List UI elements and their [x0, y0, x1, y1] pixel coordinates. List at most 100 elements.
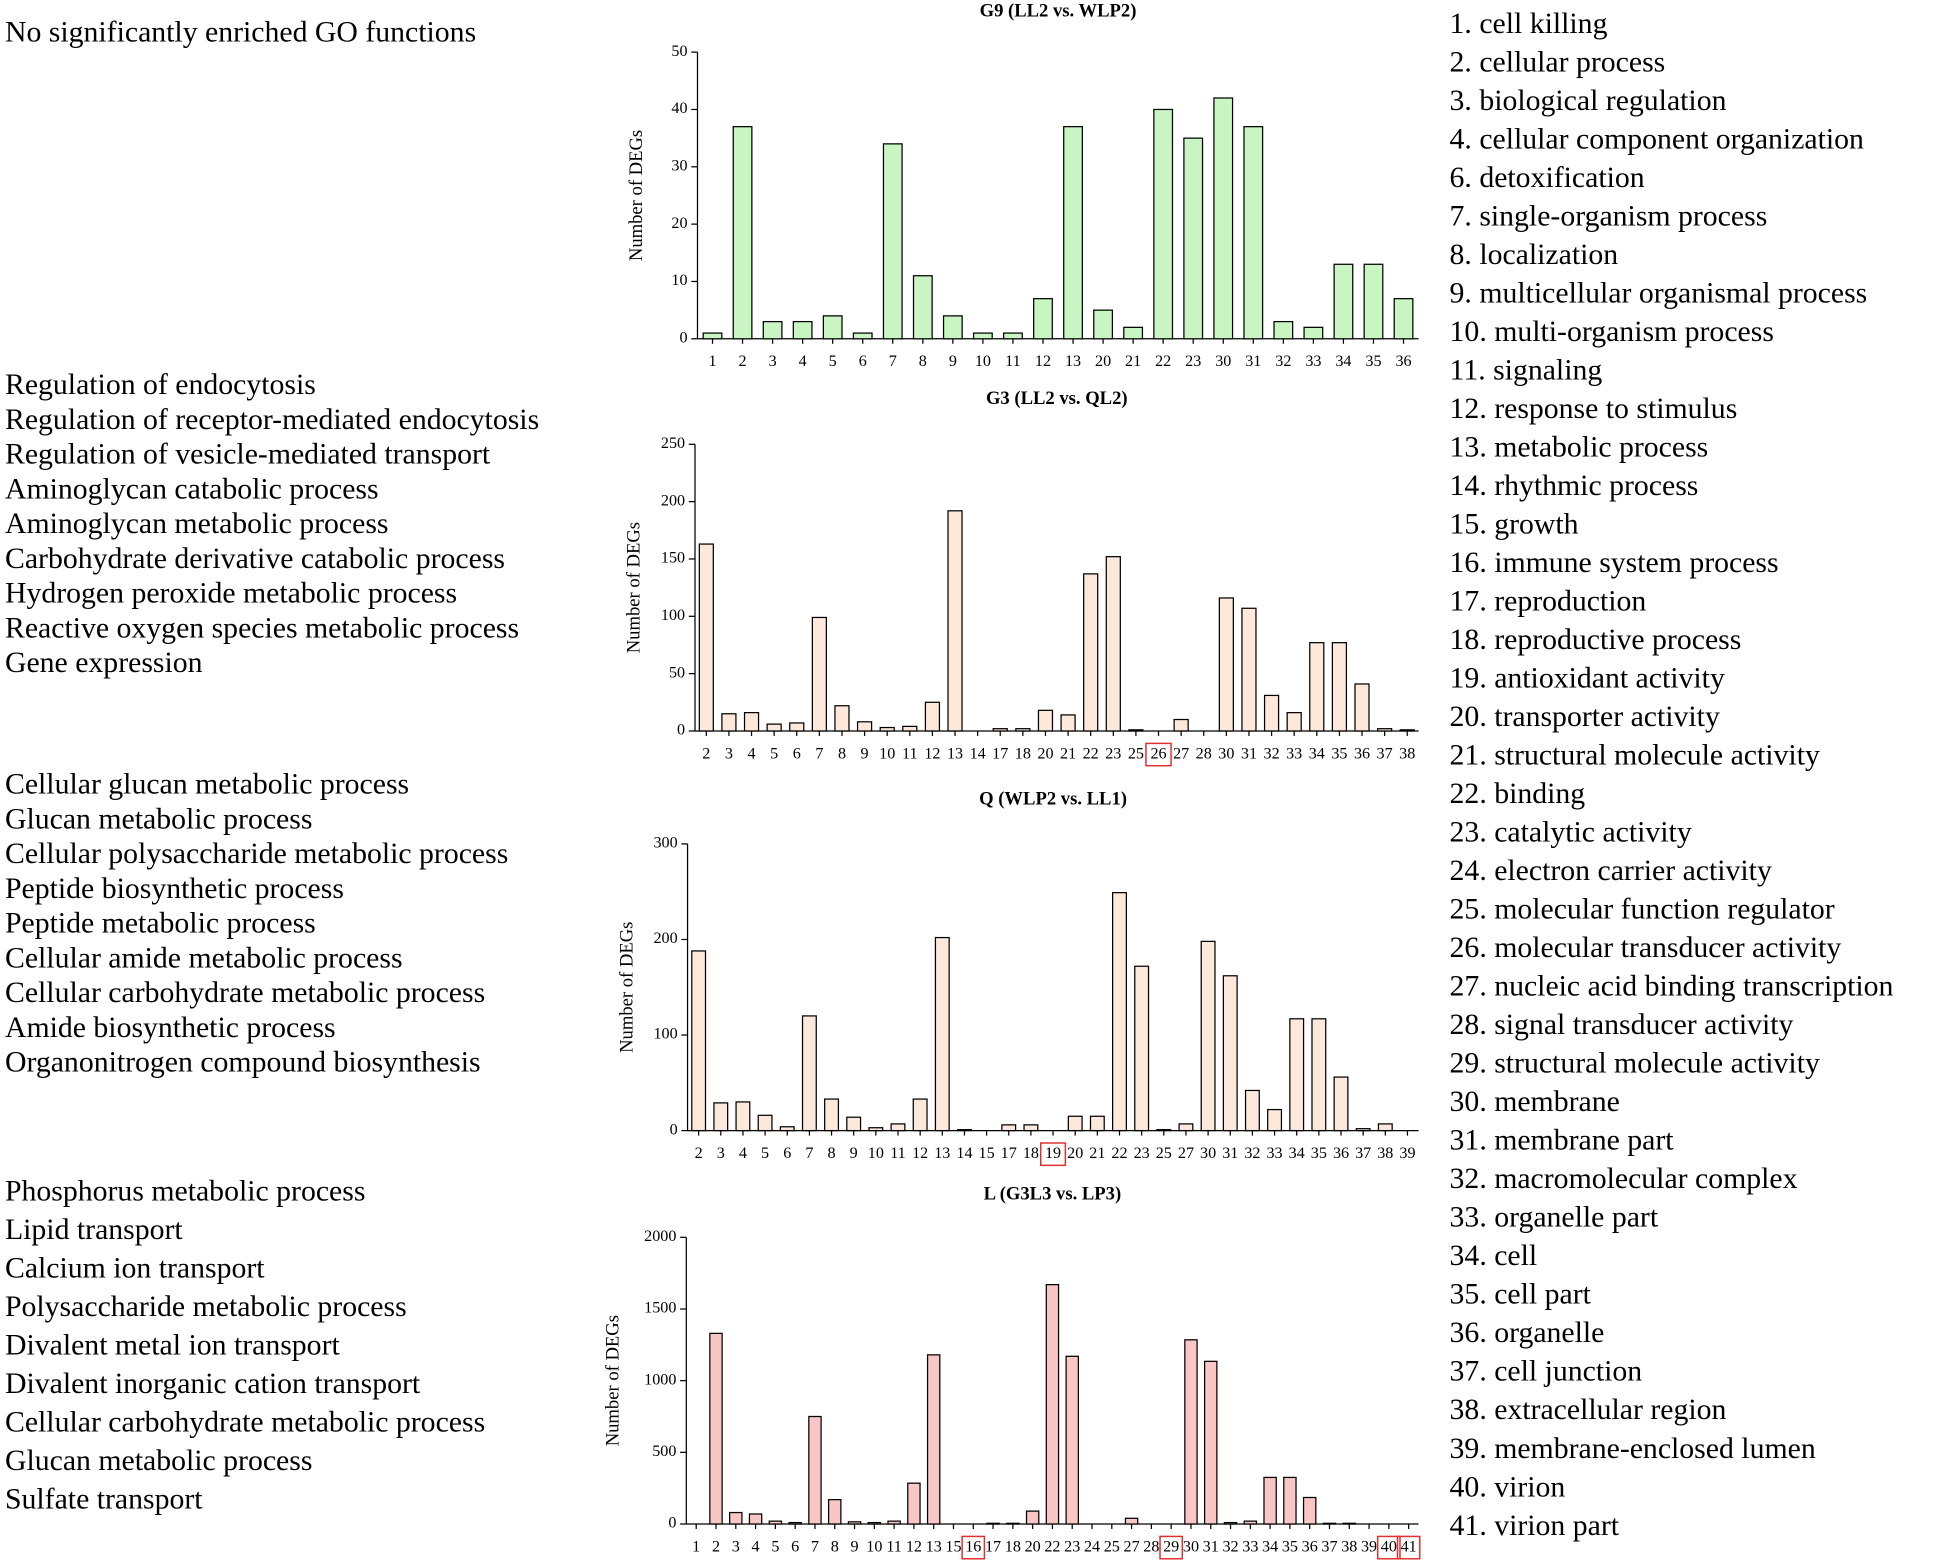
x-tick-label: 33: [1242, 1538, 1258, 1555]
annotation: Cellular polysaccharide metabolic proces…: [5, 837, 508, 870]
annotation: Regulation of receptor-mediated endocyto…: [5, 403, 539, 436]
annotation: Hydrogen peroxide metabolic process: [5, 577, 457, 610]
bar: [934, 936, 950, 1132]
bar: [1213, 97, 1234, 340]
bar: [768, 1520, 783, 1525]
go-term: 27. nucleic acid binding transcription: [1450, 970, 1894, 1003]
x-tick-label: 7: [811, 1538, 819, 1555]
x-tick-label: 12: [1035, 353, 1051, 370]
bar: [947, 510, 963, 732]
x-tick-label: 5: [761, 1145, 769, 1162]
bar: [1322, 1522, 1337, 1525]
chart-title: Q (WLP2 vs. LL1): [979, 789, 1127, 810]
go-term: 15. growth: [1450, 508, 1579, 541]
go-term: 28. signal transducer activity: [1450, 1008, 1794, 1041]
y-tick-label: 30: [671, 158, 687, 175]
x-tick-label: 8: [828, 1145, 836, 1162]
bar: [1065, 1355, 1079, 1525]
x-tick-label: 27: [1173, 745, 1189, 762]
x-tick-label: 14: [956, 1145, 972, 1162]
go-term: 29. structural molecule activity: [1450, 1047, 1820, 1080]
bar: [1218, 597, 1234, 732]
x-tick-label: 39: [1361, 1538, 1377, 1555]
x-tick-label: 26: [1150, 745, 1166, 762]
annotation: Polysaccharide metabolic process: [5, 1290, 407, 1323]
bar: [902, 725, 918, 732]
go-term: 40. virion: [1450, 1470, 1566, 1503]
bar: [1342, 1522, 1357, 1525]
bar: [732, 126, 753, 340]
x-tick-label: 36: [1395, 353, 1411, 370]
x-tick-label: 28: [1196, 745, 1212, 762]
x-tick-label: 11: [1005, 353, 1021, 370]
x-tick-label: 20: [1095, 353, 1111, 370]
bar: [743, 712, 760, 732]
go-term: 23. catalytic activity: [1450, 816, 1692, 849]
x-tick-label: 22: [1044, 1538, 1060, 1555]
x-tick-label: 32: [1264, 745, 1280, 762]
x-tick-label: 18: [1005, 1538, 1021, 1555]
go-term: 6. detoxification: [1450, 161, 1645, 194]
x-tick-label: 22: [1111, 1145, 1127, 1162]
x-tick-label: 30: [1215, 353, 1231, 370]
bar: [1033, 298, 1053, 340]
x-tick-label: 30: [1218, 745, 1234, 762]
x-tick-label: 4: [747, 745, 755, 762]
go-term: 38. extracellular region: [1450, 1393, 1727, 1426]
x-tick-label: 38: [1399, 745, 1415, 762]
annotation: Aminoglycan catabolic process: [5, 472, 379, 505]
x-tick-label: 9: [861, 745, 869, 762]
x-tick-label: 36: [1354, 745, 1370, 762]
highlight-box: [961, 1535, 986, 1560]
x-tick-label: 27: [1178, 1145, 1194, 1162]
chart-title: G9 (LL2 vs. WLP2): [980, 1, 1137, 22]
x-tick-label: 40: [1381, 1538, 1397, 1555]
annotation: Gene expression: [5, 646, 203, 679]
go-term: 32. macromolecular complex: [1450, 1162, 1798, 1195]
annotation: Peptide metabolic process: [5, 907, 316, 940]
x-tick-label: 23: [1064, 1538, 1080, 1555]
x-tick-label: 10: [879, 745, 895, 762]
highlight-box: [1396, 1535, 1421, 1560]
go-term: 30. membrane: [1450, 1085, 1620, 1118]
go-term: 31. membrane part: [1450, 1124, 1675, 1157]
x-tick-label: 20: [1037, 745, 1053, 762]
bar: [1333, 1076, 1349, 1132]
x-tick-label: 12: [906, 1538, 922, 1555]
bar: [1273, 320, 1294, 340]
bar: [789, 722, 805, 732]
y-tick-label: 50: [671, 43, 687, 60]
bar: [762, 320, 783, 340]
annotation: Glucan metabolic process: [5, 802, 312, 835]
bar: [1376, 728, 1393, 732]
bar: [1333, 263, 1354, 340]
x-tick-label: 15: [979, 1145, 995, 1162]
x-tick-label: 2: [712, 1538, 720, 1555]
bar: [1203, 1360, 1218, 1525]
bar: [1134, 965, 1150, 1132]
bar: [882, 143, 903, 340]
bar: [992, 728, 1008, 732]
annotation: Reactive oxygen species metabolic proces…: [5, 611, 519, 644]
go-term: 3. biological regulation: [1450, 84, 1727, 117]
x-tick-label: 27: [1124, 1538, 1140, 1555]
bar: [1093, 309, 1114, 340]
bar: [1302, 1496, 1317, 1525]
annotation: Divalent metal ion transport: [5, 1329, 341, 1362]
annotation: Phosphorus metabolic process: [5, 1175, 365, 1208]
bar: [1184, 1339, 1198, 1525]
bar: [721, 713, 737, 732]
bar: [1263, 1476, 1277, 1525]
y-tick-label: 50: [669, 664, 685, 681]
x-tick-label: 11: [902, 745, 918, 762]
highlight-box: [1376, 1535, 1401, 1560]
bar: [846, 1116, 862, 1132]
bar: [852, 332, 873, 340]
bar: [1399, 729, 1415, 732]
x-tick-label: 38: [1377, 1145, 1393, 1162]
bar: [1183, 137, 1204, 340]
annotation: Cellular carbohydrate metabolic process: [5, 976, 485, 1009]
bar: [1006, 1522, 1020, 1525]
bar: [827, 1499, 842, 1525]
go-term: 10. multi-organism process: [1450, 315, 1774, 348]
